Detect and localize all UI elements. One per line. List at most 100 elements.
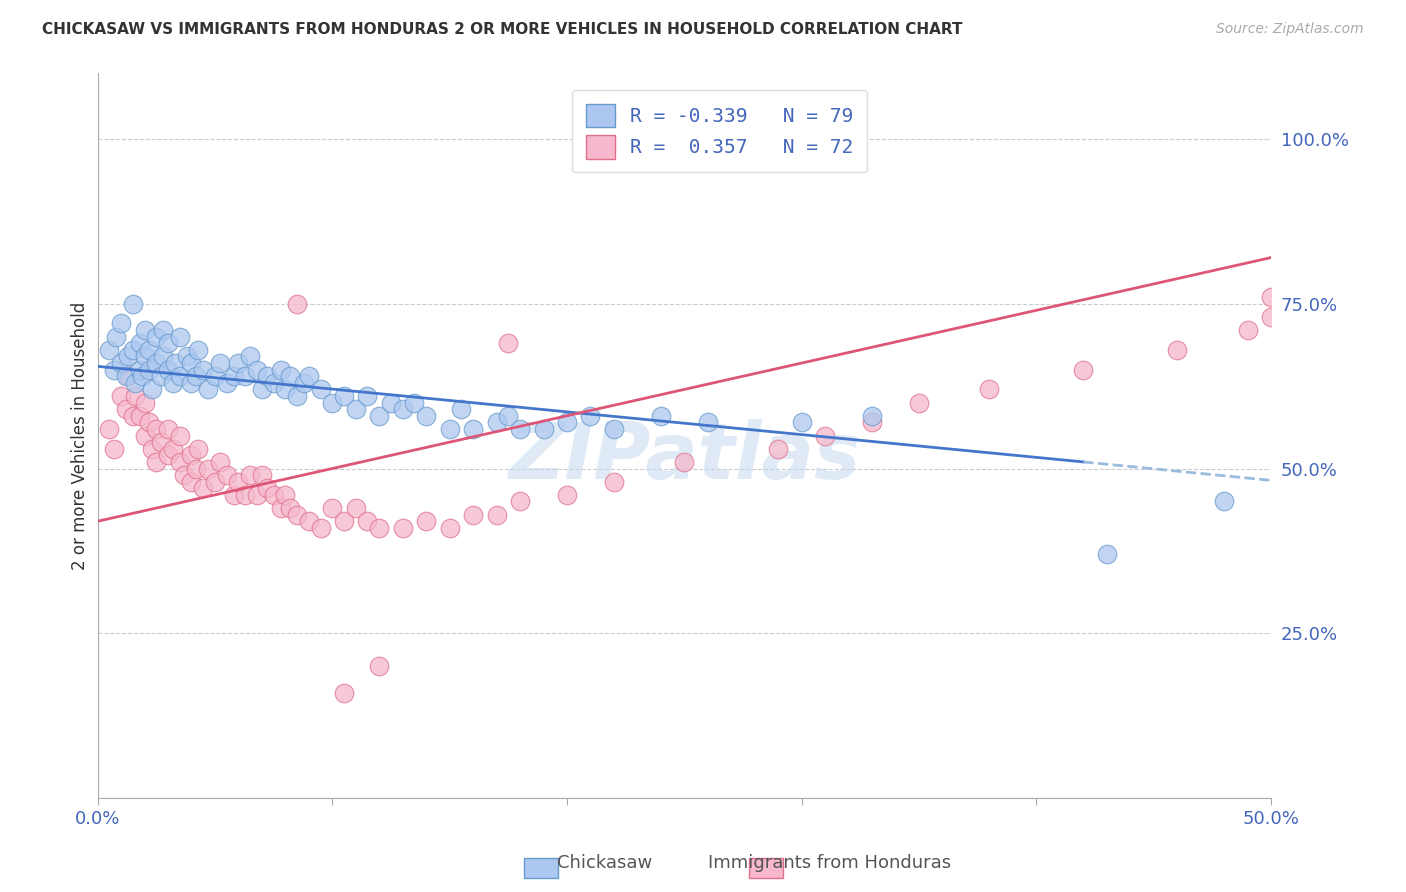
Point (485, 416, 508, 430)
Point (176, 350, 198, 364)
Point (270, 501, 292, 516)
Text: ZIPatlas: ZIPatlas (508, 419, 860, 495)
Point (285, 508, 308, 522)
Point (208, 455, 231, 469)
Point (114, 402, 136, 417)
Point (555, 416, 578, 430)
Point (333, 686, 356, 700)
Point (169, 329, 191, 343)
Point (114, 369, 136, 384)
Point (134, 395, 156, 409)
Point (356, 389, 378, 403)
Point (197, 383, 219, 397)
Point (298, 369, 321, 384)
Point (321, 501, 343, 516)
Point (270, 362, 292, 376)
Point (461, 508, 484, 522)
Point (156, 448, 179, 462)
Point (673, 455, 696, 469)
Point (186, 369, 208, 384)
Point (246, 362, 269, 376)
Point (173, 468, 195, 483)
Point (274, 488, 297, 502)
Point (134, 323, 156, 337)
Point (278, 369, 301, 384)
Point (138, 343, 160, 357)
Point (603, 422, 626, 436)
FancyBboxPatch shape (524, 858, 558, 878)
Point (235, 488, 257, 502)
Point (235, 369, 257, 384)
Point (204, 475, 226, 489)
Point (498, 409, 520, 423)
Point (274, 383, 297, 397)
Point (368, 409, 391, 423)
Point (162, 376, 184, 390)
Point (309, 383, 332, 397)
Point (169, 369, 191, 384)
Point (1213, 494, 1236, 508)
Point (121, 409, 143, 423)
Point (222, 488, 245, 502)
Point (321, 395, 343, 409)
Point (124, 389, 146, 403)
Point (239, 350, 262, 364)
Point (110, 356, 132, 370)
Point (650, 409, 672, 423)
Point (263, 488, 285, 502)
Text: Source: ZipAtlas.com: Source: ZipAtlas.com (1216, 22, 1364, 37)
Point (152, 323, 174, 337)
Point (298, 514, 321, 528)
Point (439, 422, 461, 436)
Point (180, 448, 202, 462)
Point (186, 461, 208, 475)
Point (145, 356, 167, 370)
Point (128, 362, 150, 376)
Point (250, 468, 273, 483)
Point (415, 514, 437, 528)
Point (766, 442, 789, 456)
Point (790, 416, 813, 430)
Point (256, 481, 278, 495)
Point (1166, 343, 1188, 357)
Point (391, 402, 413, 417)
Point (603, 475, 626, 489)
Point (356, 514, 378, 528)
Point (138, 362, 160, 376)
Point (222, 369, 245, 384)
Point (145, 422, 167, 436)
Point (333, 514, 356, 528)
Point (1073, 362, 1095, 376)
Point (461, 422, 484, 436)
Point (485, 508, 508, 522)
Point (180, 475, 202, 489)
Point (103, 362, 125, 376)
Point (141, 442, 163, 456)
Point (110, 389, 132, 403)
Legend: R = -0.339   N = 79, R =  0.357   N = 72: R = -0.339 N = 79, R = 0.357 N = 72 (572, 90, 868, 172)
Point (149, 435, 172, 450)
Point (110, 317, 132, 331)
Point (380, 395, 402, 409)
Point (169, 428, 191, 442)
Point (134, 428, 156, 442)
Point (533, 422, 555, 436)
Point (285, 389, 308, 403)
Point (368, 521, 391, 535)
Text: Chickasaw: Chickasaw (557, 855, 652, 872)
Point (103, 442, 125, 456)
Point (292, 376, 315, 390)
Point (215, 468, 238, 483)
Point (333, 389, 356, 403)
Point (498, 336, 520, 351)
FancyBboxPatch shape (749, 858, 783, 878)
Point (180, 376, 202, 390)
Point (163, 356, 186, 370)
Point (908, 395, 931, 409)
Point (204, 369, 226, 384)
Point (1095, 547, 1118, 561)
Point (439, 521, 461, 535)
Point (117, 350, 139, 364)
Point (187, 343, 209, 357)
Point (156, 422, 179, 436)
